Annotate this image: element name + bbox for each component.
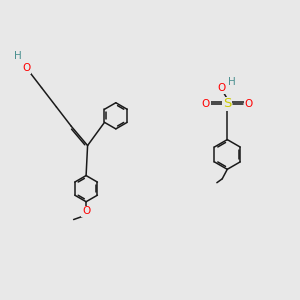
Text: O: O <box>244 99 253 109</box>
Text: O: O <box>22 63 31 73</box>
Text: O: O <box>218 83 226 94</box>
Text: H: H <box>228 77 236 87</box>
Text: O: O <box>82 206 90 216</box>
Text: O: O <box>202 99 210 109</box>
Text: H: H <box>14 51 22 62</box>
Text: S: S <box>223 98 232 110</box>
